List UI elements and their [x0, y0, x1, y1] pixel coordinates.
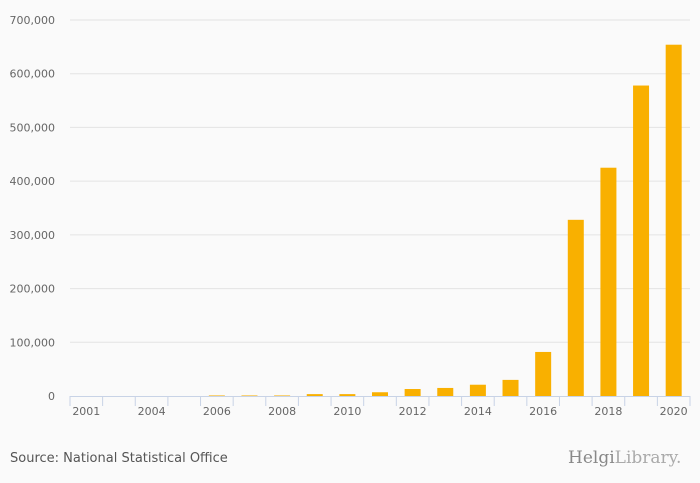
y-tick-label: 700,000	[10, 14, 56, 27]
y-tick-label: 300,000	[10, 229, 56, 242]
y-tick-label: 200,000	[10, 283, 56, 296]
bar-2016	[535, 351, 552, 396]
bar-2007	[241, 395, 258, 396]
bar-2011	[372, 392, 388, 396]
y-tick-label: 400,000	[10, 175, 56, 188]
bar-2019	[633, 85, 650, 396]
x-tick-label: 2006	[203, 405, 231, 418]
source-note: Source: National Statistical Office	[10, 451, 228, 466]
y-tick-label: 0	[48, 390, 55, 403]
x-tick-label: 2008	[268, 405, 296, 418]
y-tick-label: 600,000	[10, 68, 56, 81]
x-tick-label: 2004	[138, 405, 166, 418]
bar-2014	[469, 384, 486, 396]
x-tick-label: 2016	[529, 405, 557, 418]
bar-2008	[274, 395, 291, 396]
x-tick-label: 2014	[464, 405, 492, 418]
y-tick-label: 500,000	[10, 121, 56, 134]
bar-2013	[437, 387, 454, 396]
x-tick-label: 2020	[660, 405, 688, 418]
bar-2017	[567, 219, 584, 396]
y-tick-label: 100,000	[10, 336, 56, 349]
bar-2010	[339, 394, 356, 396]
x-tick-label: 2010	[333, 405, 361, 418]
bar-2018	[600, 167, 617, 396]
bar-2012	[404, 389, 421, 396]
bar-2015	[502, 379, 519, 396]
x-tick-label: 2001	[72, 405, 100, 418]
bar-2006	[208, 395, 225, 396]
bar-chart: 0 100,000 200,000 300,000 400,000 500,000 600,…	[10, 14, 691, 418]
helgi-library-logo: HelgiLibrary.	[568, 448, 682, 468]
x-tick-label: 2018	[594, 405, 622, 418]
x-tick-label: 2012	[399, 405, 427, 418]
bar-2009	[306, 394, 323, 396]
bar-2020	[665, 44, 682, 397]
